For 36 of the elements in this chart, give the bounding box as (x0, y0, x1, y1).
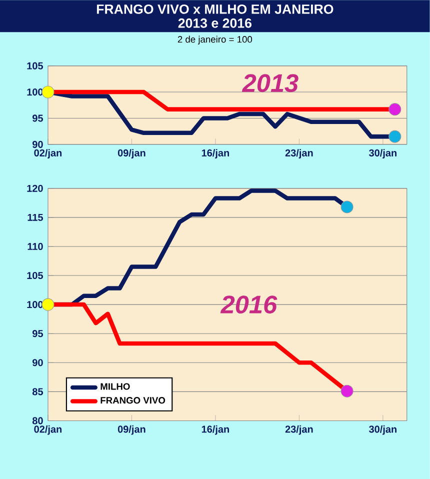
y-tick-label: 95 (32, 330, 44, 338)
x-tick-label: 02/jan (34, 149, 62, 158)
x-tick-label: 30/jan (369, 149, 397, 158)
point (340, 200, 354, 214)
point (388, 130, 402, 143)
y-tick-label: 95 (32, 114, 44, 122)
point (340, 384, 354, 398)
annotation: 2016 (220, 296, 278, 314)
legend-label: FRANGO VIVO (100, 397, 166, 404)
y-tick-label: 90 (32, 359, 43, 366)
chart-subtitle: 2013 e 2016 (178, 18, 252, 28)
x-tick-label: 16/jan (202, 425, 230, 435)
y-tick-label: 85 (32, 388, 44, 396)
x-tick-label: 30/jan (369, 425, 397, 435)
point (42, 86, 54, 98)
y-tick-label: 105 (27, 62, 44, 70)
text: 2 de janeiro = 100 (178, 36, 252, 44)
point (388, 103, 402, 116)
y-tick-label: 105 (27, 272, 44, 280)
x-tick-label: 09/jan (118, 425, 146, 435)
y-tick-label: 100 (27, 88, 43, 96)
y-tick-label: 80 (32, 417, 43, 424)
chart-title: FRANGO VIVO x MILHO EM JANEIRO (97, 4, 334, 14)
point (42, 298, 54, 311)
y-tick-label: 110 (28, 242, 43, 250)
y-tick-label: 100 (27, 301, 43, 308)
legend-label: MILHO (100, 383, 130, 390)
y-tick-label: 115 (28, 214, 44, 221)
annotation: 2013 (242, 74, 298, 92)
x-tick-label: 23/jan (285, 425, 313, 435)
x-tick-label: 09/jan (118, 149, 146, 158)
x-tick-label: 02/jan (34, 425, 62, 435)
x-tick-label: 16/jan (202, 149, 230, 158)
y-tick-label: 90 (32, 140, 43, 148)
y-tick-label: 120 (27, 184, 43, 192)
x-tick-label: 23/jan (285, 149, 313, 158)
